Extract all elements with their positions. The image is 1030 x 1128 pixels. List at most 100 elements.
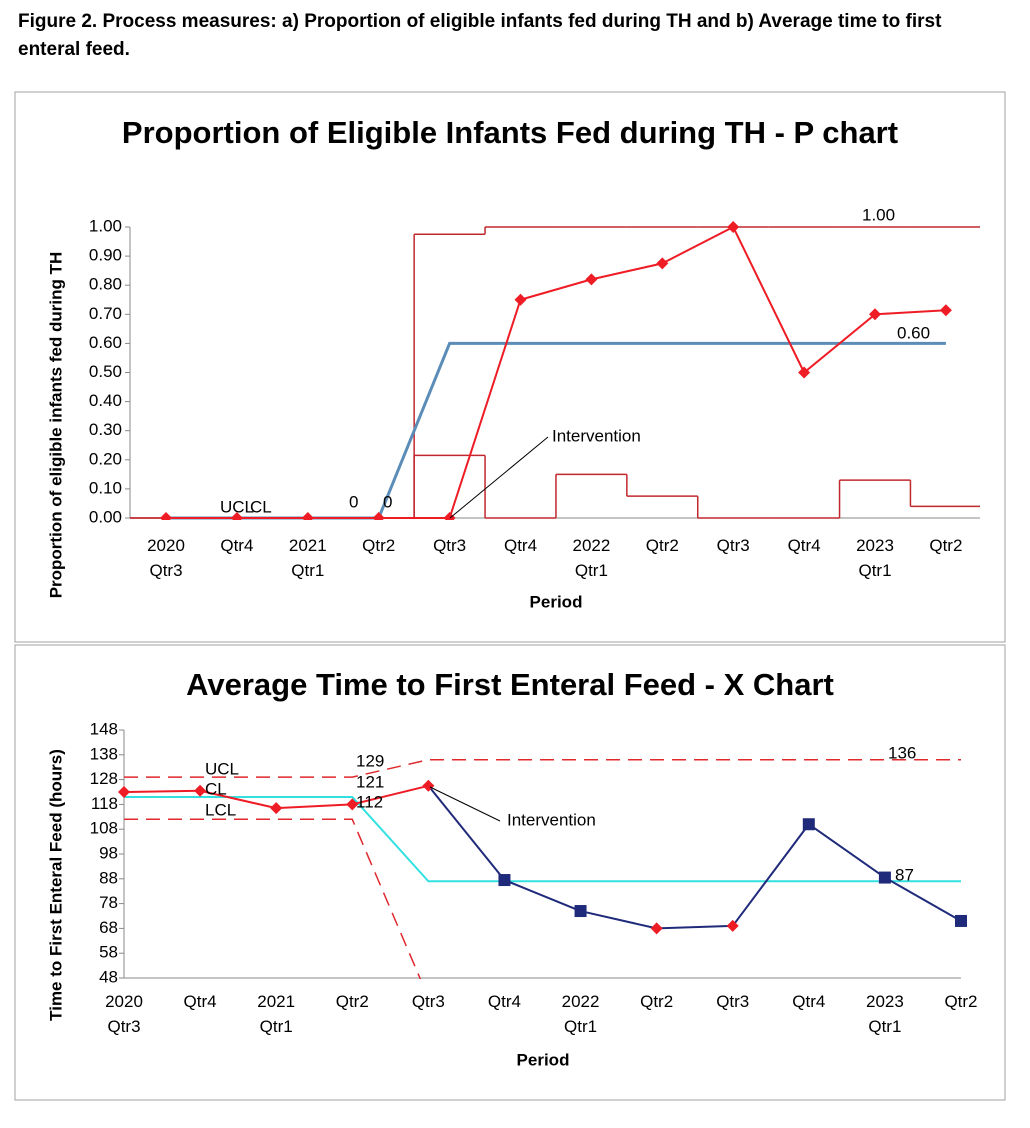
annotation: Intervention xyxy=(507,810,596,829)
data-point xyxy=(230,512,243,520)
data-line-segment xyxy=(427,785,506,881)
annotation: UCL xyxy=(220,497,254,516)
plot-area xyxy=(130,221,980,520)
x-tick-label: Qtr2 xyxy=(362,536,395,555)
y-tick-label: 0.30 xyxy=(89,420,122,439)
data-line xyxy=(124,759,961,778)
data-point xyxy=(270,802,283,815)
annotation: 0 xyxy=(349,492,358,511)
data-line xyxy=(166,225,946,519)
y-tick-label: 0.20 xyxy=(89,449,122,468)
annotation: 121 xyxy=(356,772,384,791)
data-point xyxy=(160,512,172,520)
y-tick-label: 88 xyxy=(99,868,118,887)
x-tick-label: Qtr2 xyxy=(640,992,673,1011)
annotation: 1.00 xyxy=(862,205,895,224)
data-line-segment xyxy=(276,803,353,810)
x-axis-title: Period xyxy=(530,592,583,611)
x-tick-label: Qtr4 xyxy=(788,536,821,555)
data-point xyxy=(346,798,359,811)
x-tick-label: 2022 Qtr1 xyxy=(572,536,610,580)
y-tick-label: 0.00 xyxy=(89,507,122,526)
annotation: 129 xyxy=(356,751,384,770)
y-tick-label: 0.60 xyxy=(89,333,122,352)
data-point xyxy=(498,874,511,887)
data-point xyxy=(422,779,435,792)
annotation: 87 xyxy=(895,865,914,884)
x-tick-label: Qtr3 xyxy=(412,992,445,1011)
plot-area xyxy=(118,759,967,979)
x-tick-label: Qtr2 xyxy=(646,536,679,555)
annotation: UCL xyxy=(205,759,239,778)
data-line-segment xyxy=(123,789,201,793)
chart-frame xyxy=(14,91,1006,643)
y-tick-label: 1.00 xyxy=(89,216,122,235)
y-tick-label: 108 xyxy=(90,819,118,838)
x-tick-label: Qtr2 xyxy=(929,536,962,555)
annotation-pointer xyxy=(429,786,501,822)
annotation: 0 xyxy=(383,492,392,511)
data-line-segment xyxy=(731,823,810,927)
x-tick-label: 2023 Qtr1 xyxy=(866,992,904,1036)
y-tick-label: 0.80 xyxy=(89,275,122,294)
x-tick-label: Qtr4 xyxy=(184,992,217,1011)
data-line-segment xyxy=(352,784,429,806)
data-point xyxy=(574,905,587,918)
data-point xyxy=(954,914,967,927)
chart-title: Average Time to First Enteral Feed - X C… xyxy=(186,667,834,702)
x-tick-label: Qtr2 xyxy=(944,992,977,1011)
data-point xyxy=(194,784,207,797)
annotation: Intervention xyxy=(552,426,641,445)
annotation: 0.60 xyxy=(897,323,930,342)
data-point xyxy=(802,818,815,831)
data-point xyxy=(878,871,891,884)
y-tick-label: 148 xyxy=(90,719,118,738)
annotation: CL xyxy=(205,779,227,798)
data-point xyxy=(301,512,314,520)
data-point xyxy=(118,786,130,798)
x-axis-title: Period xyxy=(517,1050,570,1069)
x-tick-label: 2020 Qtr3 xyxy=(147,536,185,580)
data-line-segment xyxy=(580,910,657,930)
y-tick-label: 78 xyxy=(99,893,118,912)
data-point xyxy=(650,922,663,935)
data-point xyxy=(869,308,881,321)
y-tick-label: 98 xyxy=(99,843,118,862)
data-point xyxy=(443,512,456,520)
annotation: 112 xyxy=(356,792,383,811)
annotation: 136 xyxy=(888,743,916,762)
x-tick-label: Qtr3 xyxy=(433,536,466,555)
y-tick-label: 48 xyxy=(99,967,118,986)
data-line xyxy=(124,795,961,883)
data-point xyxy=(939,304,952,317)
x-tick-label: 2022 Qtr1 xyxy=(562,992,600,1036)
annotation-pointer xyxy=(449,436,549,519)
x-tick-label: 2023 Qtr1 xyxy=(856,536,894,580)
y-tick-label: 0.90 xyxy=(89,246,122,265)
data-point xyxy=(372,512,385,520)
y-tick-label: 0.40 xyxy=(89,391,122,410)
y-tick-label: 128 xyxy=(90,769,118,788)
y-tick-label: 0.50 xyxy=(89,362,122,381)
data-line-segment xyxy=(808,823,886,879)
x-tick-label: 2021 Qtr1 xyxy=(289,536,327,580)
x-tick-label: Qtr4 xyxy=(504,536,537,555)
x-tick-label: Qtr4 xyxy=(220,536,253,555)
y-axis-title: Time to First Enteral Feed (hours) xyxy=(46,749,65,1021)
data-point xyxy=(726,919,739,932)
data-line-segment xyxy=(656,924,733,930)
y-tick-label: 0.10 xyxy=(89,478,122,497)
data-line-segment xyxy=(199,789,277,810)
data-line xyxy=(124,818,422,979)
y-tick-label: 0.70 xyxy=(89,304,122,323)
data-point xyxy=(585,273,598,286)
figure-caption: Figure 2. Process measures: a) Proportio… xyxy=(18,11,942,60)
data-point xyxy=(798,366,811,379)
y-axis-title: Proportion of eligible infants fed durin… xyxy=(46,252,65,599)
data-point xyxy=(656,257,669,270)
x-tick-label: Qtr4 xyxy=(488,992,521,1011)
chart-frame xyxy=(14,644,1006,1101)
x-tick-label: Qtr3 xyxy=(716,992,749,1011)
